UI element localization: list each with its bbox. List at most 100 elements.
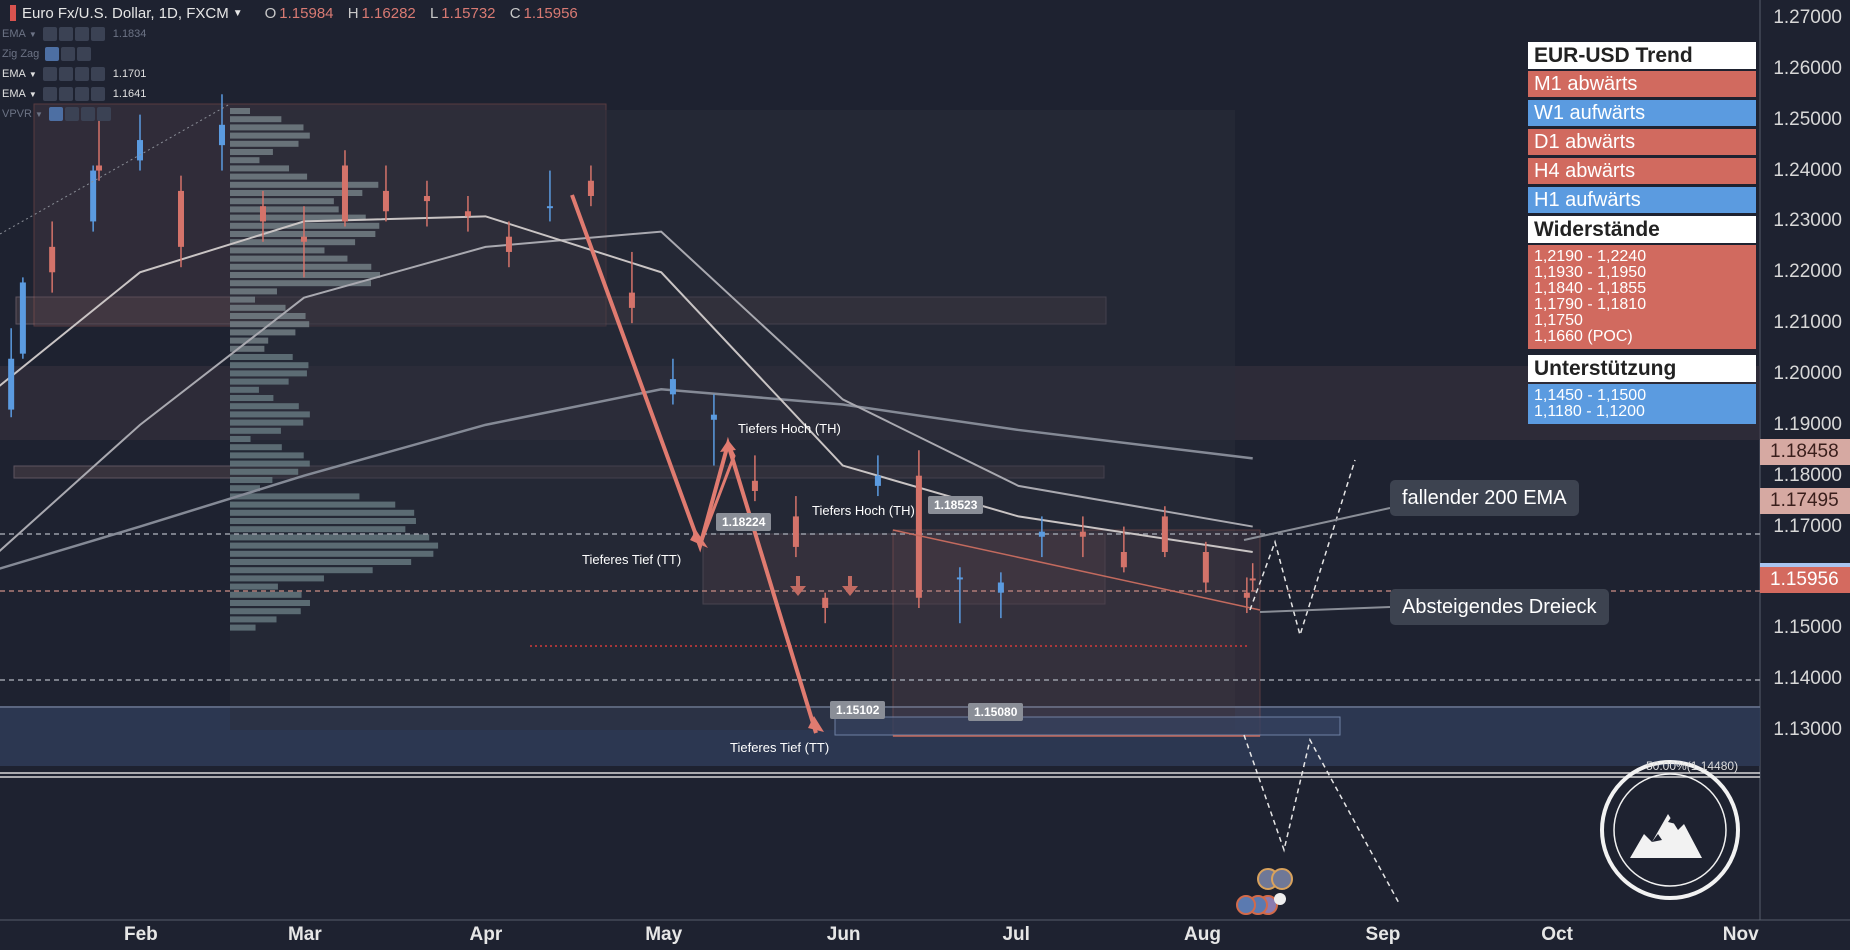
symbol-title[interactable]: Euro Fx/U.S. Dollar, 1D, FXCM: [22, 4, 229, 22]
volume-profile-bar: [230, 485, 260, 492]
volume-profile-bar: [230, 370, 307, 377]
resistance-level: 1,1790 - 1,1810: [1534, 296, 1647, 313]
y-tick-label: 1.13000: [1773, 719, 1842, 740]
down-arrow-icon-1: [790, 576, 806, 596]
indicator-row[interactable]: Zig Zag: [2, 47, 99, 61]
volume-profile-bar: [230, 149, 273, 155]
volume-profile-bar: [230, 559, 412, 565]
caret-down-icon[interactable]: ▼: [28, 29, 37, 39]
candle: [1249, 578, 1256, 581]
indicator-row[interactable]: EMA ▼ 1.1834: [2, 27, 146, 41]
ohlc-readout: O 1.15984 H 1.16282 L 1.15732 C 1.15956: [255, 5, 578, 22]
volume-profile-bar: [230, 280, 372, 287]
support-level: 1,1450 - 1,1500: [1534, 387, 1647, 404]
caret-down-icon[interactable]: ▼: [28, 89, 37, 99]
candle: [997, 582, 1004, 593]
gear-icon[interactable]: [61, 47, 76, 61]
candle: [546, 206, 553, 209]
candles: [8, 94, 1256, 624]
volume-profile-bar: [230, 616, 277, 623]
trend-row-m1: M1 abwärts: [1528, 71, 1756, 97]
close-icon[interactable]: [90, 87, 105, 101]
volume-profile-bar: [230, 460, 310, 467]
volume-profile-bar: [230, 304, 286, 311]
close-icon[interactable]: [77, 47, 92, 61]
price-tag: 1.15102: [830, 701, 886, 719]
price-axis-label: 1.15956: [1760, 566, 1850, 593]
volume-profile-bar: [230, 345, 265, 352]
candle: [628, 292, 635, 308]
resistance-level: 1,1660 (POC): [1534, 328, 1633, 345]
y-tick-label: 1.18000: [1773, 464, 1842, 486]
volume-profile-bar: [230, 468, 299, 475]
price-axis-label: 1.18458: [1760, 439, 1850, 466]
volume-profile-bar: [230, 140, 299, 147]
caret-down-icon[interactable]: ▼: [28, 69, 37, 79]
resistance-level: 1,1750: [1534, 312, 1583, 329]
indicator-buttons[interactable]: [42, 87, 105, 101]
eye-icon[interactable]: [42, 27, 57, 41]
eye-icon[interactable]: [42, 87, 57, 101]
close-key: C: [509, 4, 521, 22]
eye-icon[interactable]: [45, 47, 60, 61]
trend-row-h4: H4 abwärts: [1528, 158, 1756, 184]
low-key: L: [429, 4, 439, 22]
x-tick-label: May: [645, 924, 683, 945]
indicator-row[interactable]: VPVR ▼: [2, 107, 119, 121]
ema-mid-line: [0, 230, 1253, 552]
volume-profile-bar: [230, 247, 325, 254]
ema-fast-line: [0, 215, 1253, 553]
volume-profile-bar: [230, 173, 308, 180]
volume-profile-bar: [230, 190, 363, 196]
candle: [177, 190, 184, 247]
volume-profile-bar: [230, 395, 274, 401]
indicator-buttons[interactable]: [48, 107, 111, 121]
volume-profile-bar: [230, 608, 301, 615]
gear-icon[interactable]: [58, 67, 73, 81]
indicator-row[interactable]: EMA ▼ 1.1701: [2, 67, 146, 81]
close-icon[interactable]: [96, 107, 111, 121]
candle: [669, 379, 676, 395]
y-tick-label: 1.19000: [1773, 413, 1842, 435]
support-level: 1,1180 - 1,1200: [1534, 403, 1645, 420]
callout-leader-triangle: [1259, 606, 1391, 613]
open-key: O: [264, 4, 277, 22]
indicator-name: VPVR: [2, 108, 32, 120]
gear-icon[interactable]: [58, 87, 73, 101]
candle: [587, 180, 594, 196]
volume-profile-bar: [230, 272, 380, 278]
volume-profile-bar: [230, 501, 396, 508]
indicator-row[interactable]: EMA ▼ 1.1641: [2, 87, 146, 101]
more-icon[interactable]: [80, 107, 95, 121]
volume-profile-bar: [230, 231, 376, 237]
close-icon[interactable]: [90, 67, 105, 81]
indicator-value: 1.1701: [112, 68, 147, 80]
price-tag: 1.18224: [716, 513, 772, 531]
support-title: Unterstützung: [1528, 355, 1756, 382]
indicator-buttons[interactable]: [42, 27, 105, 41]
resistance-title: Widerstände: [1528, 216, 1756, 243]
event-icons[interactable]: [1236, 868, 1293, 915]
chevron-down-icon[interactable]: ▼: [232, 7, 243, 19]
candle: [874, 475, 881, 486]
volume-profile-bar: [230, 419, 304, 426]
volume-profile-bar: [230, 329, 296, 336]
y-tick-label: 1.27000: [1773, 7, 1842, 28]
more-icon[interactable]: [74, 67, 89, 81]
candle: [137, 140, 143, 161]
close-icon[interactable]: [90, 27, 105, 41]
volume-profile-bar: [230, 542, 439, 549]
gear-icon[interactable]: [64, 107, 79, 121]
eye-icon[interactable]: [42, 67, 57, 81]
volume-profile-bar: [230, 436, 251, 442]
callout-leader-ema: [1243, 507, 1391, 541]
indicator-buttons[interactable]: [42, 67, 105, 81]
more-icon[interactable]: [74, 87, 89, 101]
caret-down-icon[interactable]: ▼: [34, 109, 43, 119]
eye-icon[interactable]: [48, 107, 63, 121]
annotation-th: Tiefers Hoch (TH): [812, 503, 915, 518]
indicator-buttons[interactable]: [45, 47, 92, 61]
gear-icon[interactable]: [58, 27, 73, 41]
more-icon[interactable]: [74, 27, 89, 41]
